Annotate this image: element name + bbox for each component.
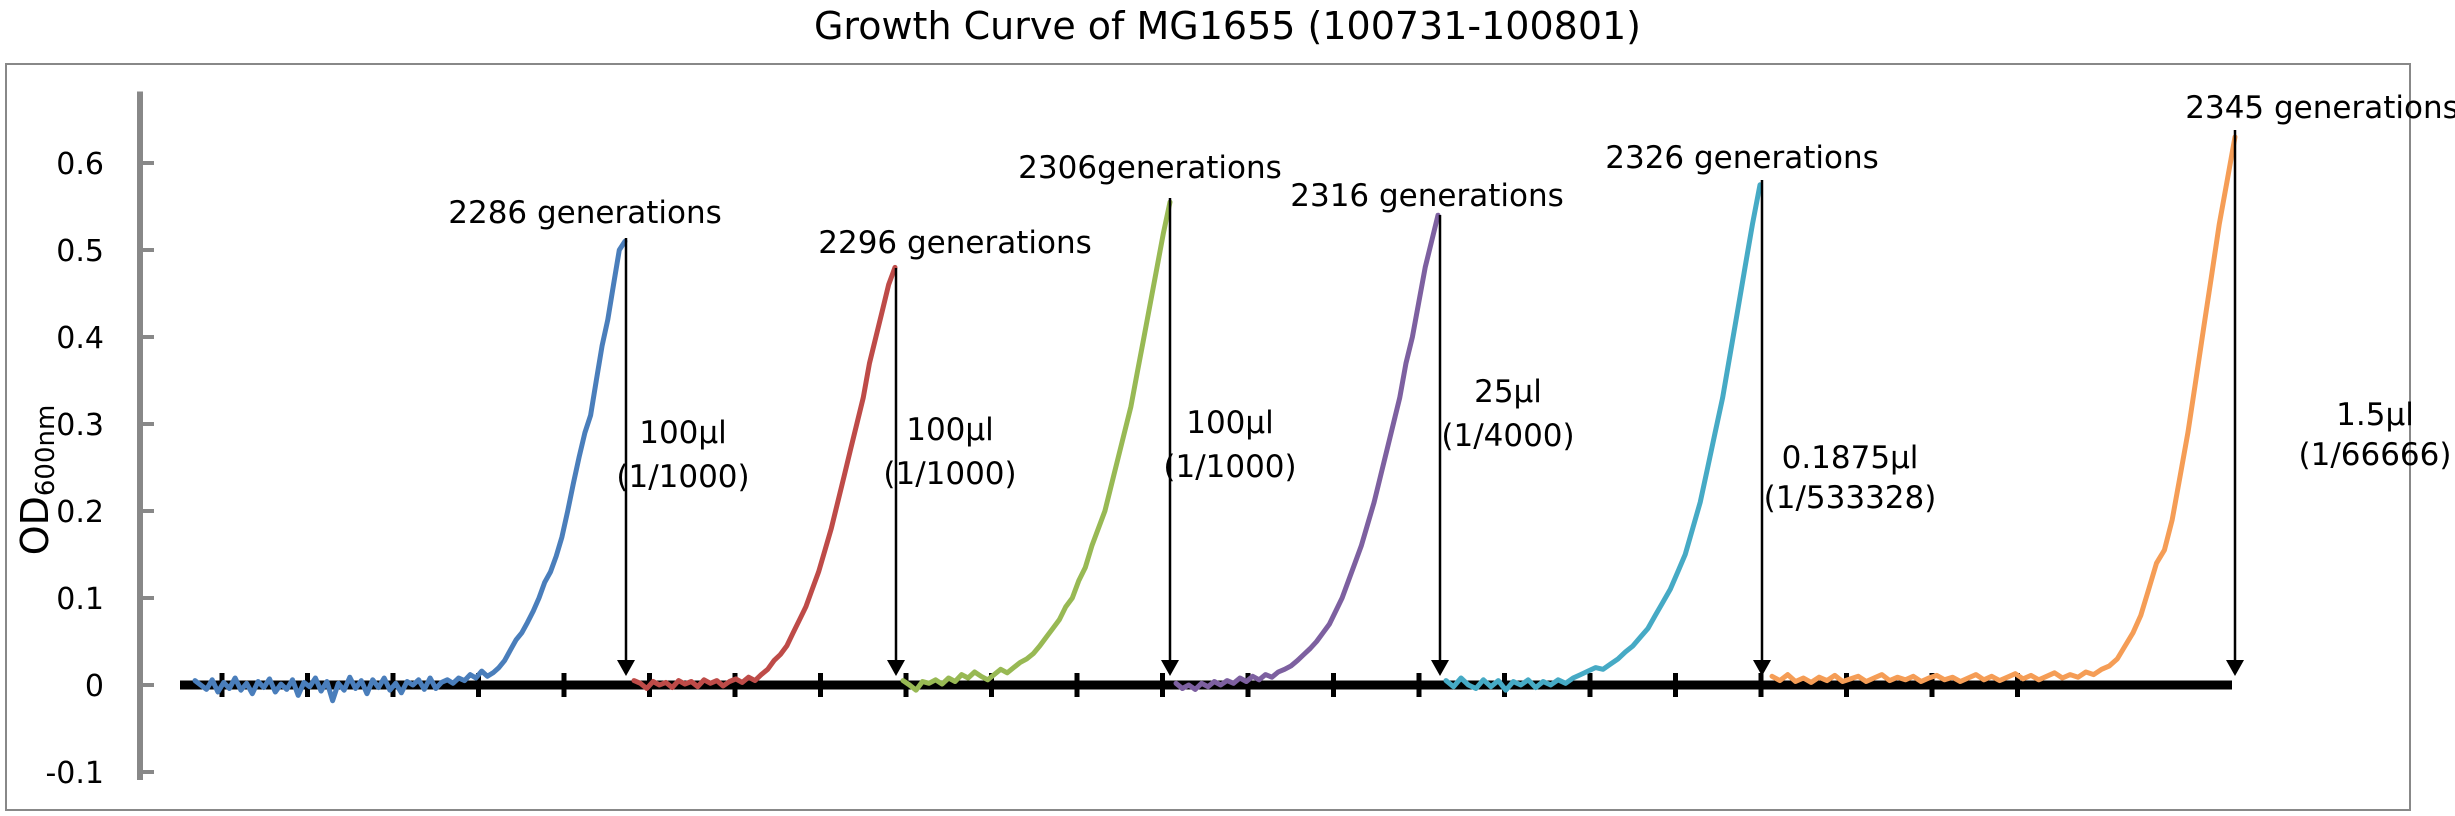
- y-tick-label-2: 0.1: [56, 582, 104, 617]
- y-tick-label-5: 0.4: [56, 321, 104, 356]
- series-line-2: [631, 264, 898, 691]
- dilution-label-1: (1/1000): [616, 459, 749, 495]
- volume-label-1: 100μl: [639, 415, 727, 451]
- dilution-label-5: (1/533328): [1764, 480, 1937, 516]
- series-line-1: [192, 238, 628, 704]
- y-axis-label-main: OD: [13, 496, 57, 555]
- dilution-label-6: (1/66666): [2299, 437, 2452, 473]
- volume-label-6: 1.5μl: [2336, 397, 2414, 433]
- dilution-label-3: (1/1000): [1163, 449, 1296, 485]
- annotations: 2286 generations 100μl (1/1000) 2296 genera…: [448, 90, 2455, 676]
- generation-label-5: 2326 generations: [1605, 140, 1879, 176]
- generation-label-1: 2286 generations: [448, 195, 722, 231]
- dilution-label-4: (1/4000): [1441, 418, 1574, 454]
- dilution-arrow-head-1: [617, 660, 635, 676]
- volume-label-5: 0.1875μl: [1782, 440, 1919, 476]
- series-lines: [192, 134, 2238, 704]
- dilution-arrow-head-3: [1161, 660, 1179, 676]
- y-tick-label-1: 0: [85, 669, 104, 704]
- y-axis-label: OD600nm: [13, 405, 61, 556]
- y-tick-label-7: 0.6: [56, 147, 104, 182]
- generation-label-2: 2296 generations: [818, 225, 1092, 261]
- volume-label-2: 100μl: [906, 412, 994, 448]
- dilution-arrow-head-4: [1431, 660, 1449, 676]
- volume-label-4: 25μl: [1474, 374, 1542, 410]
- series-line-3: [900, 199, 1173, 693]
- series-line-6: [1769, 134, 2238, 685]
- dilution-label-2: (1/1000): [883, 456, 1016, 492]
- generation-label-6: 2345 generations: [2185, 90, 2455, 126]
- y-axis-label-sub: 600nm: [31, 405, 61, 496]
- volume-label-3: 100μl: [1186, 405, 1274, 441]
- dilution-arrow-head-6: [2226, 660, 2244, 676]
- series-line-4: [1173, 212, 1441, 692]
- y-tick-label-6: 0.5: [56, 234, 104, 269]
- generation-label-3: 2306generations: [1018, 150, 1282, 186]
- series-line-5: [1443, 182, 1763, 693]
- generation-label-4: 2316 generations: [1290, 178, 1564, 214]
- plot-area-border: [5, 63, 2411, 811]
- dilution-arrow-head-2: [887, 660, 905, 676]
- y-tick-label-4: 0.3: [56, 408, 104, 443]
- y-tick-label-3: 0.2: [56, 495, 104, 530]
- dilution-arrow-head-5: [1753, 660, 1771, 676]
- chart-title: Growth Curve of MG1655 (100731-100801): [813, 4, 1642, 48]
- y-tick-label-0: -0.1: [45, 756, 104, 791]
